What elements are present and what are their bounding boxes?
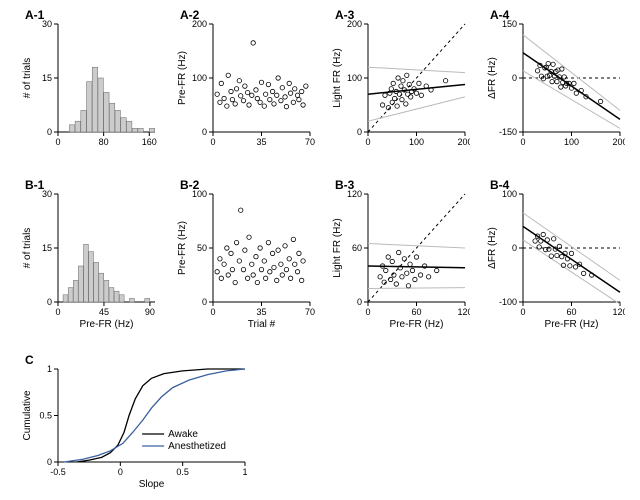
panel-B-3: B-3060120060120Pre-FR (Hz)Light FR (Hz) bbox=[330, 180, 470, 330]
svg-text:0.5: 0.5 bbox=[39, 411, 52, 421]
svg-text:0: 0 bbox=[357, 297, 362, 307]
svg-text:90: 90 bbox=[145, 307, 155, 317]
svg-text:# of trials: # of trials bbox=[22, 228, 33, 269]
svg-text:-0.5: -0.5 bbox=[50, 467, 66, 477]
svg-text:50: 50 bbox=[197, 243, 207, 253]
svg-text:ΔFR (Hz): ΔFR (Hz) bbox=[487, 227, 498, 269]
svg-text:0: 0 bbox=[210, 307, 215, 317]
svg-text:Light FR (Hz): Light FR (Hz) bbox=[332, 218, 343, 277]
svg-text:0: 0 bbox=[202, 297, 207, 307]
svg-text:Awake: Awake bbox=[168, 429, 198, 440]
svg-text:0: 0 bbox=[520, 307, 525, 317]
panel-B-2: B-203570050100Trial #Pre-FR (Hz) bbox=[175, 180, 315, 330]
svg-text:120: 120 bbox=[612, 307, 625, 317]
svg-text:0: 0 bbox=[512, 73, 517, 83]
svg-text:100: 100 bbox=[192, 73, 207, 83]
svg-text:35: 35 bbox=[256, 307, 266, 317]
svg-text:60: 60 bbox=[352, 243, 362, 253]
svg-text:0: 0 bbox=[55, 307, 60, 317]
svg-text:Pre-FR (Hz): Pre-FR (Hz) bbox=[80, 319, 134, 330]
svg-text:0: 0 bbox=[365, 137, 370, 147]
panel-title: B-2 bbox=[180, 178, 199, 192]
svg-text:ΔFR (Hz): ΔFR (Hz) bbox=[487, 57, 498, 99]
svg-text:-150: -150 bbox=[499, 127, 517, 137]
panel-title: B-1 bbox=[25, 178, 44, 192]
svg-text:-100: -100 bbox=[499, 297, 517, 307]
panel-title: C bbox=[25, 353, 34, 367]
panel-title: B-3 bbox=[335, 178, 354, 192]
panel-title: A-4 bbox=[490, 8, 509, 22]
svg-text:Light FR (Hz): Light FR (Hz) bbox=[332, 48, 343, 107]
svg-text:Pre-FR (Hz): Pre-FR (Hz) bbox=[390, 319, 444, 330]
svg-text:60: 60 bbox=[566, 307, 576, 317]
panel-title: A-2 bbox=[180, 8, 199, 22]
svg-text:1: 1 bbox=[47, 364, 52, 374]
svg-text:100: 100 bbox=[564, 137, 579, 147]
svg-text:160: 160 bbox=[142, 137, 157, 147]
svg-text:0: 0 bbox=[55, 137, 60, 147]
panel-A-1: A-108016001530# of trials bbox=[20, 10, 160, 160]
svg-text:70: 70 bbox=[305, 307, 315, 317]
panel-A-3: A-301002000100200Light FR (Hz) bbox=[330, 10, 470, 160]
svg-text:0: 0 bbox=[512, 243, 517, 253]
svg-text:Trial #: Trial # bbox=[248, 319, 276, 330]
svg-text:200: 200 bbox=[457, 137, 470, 147]
svg-text:0.5: 0.5 bbox=[176, 467, 189, 477]
svg-text:15: 15 bbox=[42, 243, 52, 253]
svg-text:35: 35 bbox=[256, 137, 266, 147]
svg-text:0: 0 bbox=[357, 127, 362, 137]
svg-text:100: 100 bbox=[347, 73, 362, 83]
panel-A-4: A-40100200-1500150ΔFR (Hz) bbox=[485, 10, 625, 160]
panel-title: B-4 bbox=[490, 178, 509, 192]
svg-text:Pre-FR (Hz): Pre-FR (Hz) bbox=[177, 51, 188, 105]
svg-text:Pre-FR (Hz): Pre-FR (Hz) bbox=[177, 221, 188, 275]
svg-text:0: 0 bbox=[47, 127, 52, 137]
svg-text:15: 15 bbox=[42, 73, 52, 83]
svg-text:0: 0 bbox=[118, 467, 123, 477]
svg-text:0: 0 bbox=[520, 137, 525, 147]
svg-text:70: 70 bbox=[305, 137, 315, 147]
panel-C: C-0.500.5100.51SlopeCumulativeAwakeAnest… bbox=[20, 355, 250, 490]
svg-text:Pre-FR (Hz): Pre-FR (Hz) bbox=[545, 319, 599, 330]
svg-text:1: 1 bbox=[242, 467, 247, 477]
svg-text:0: 0 bbox=[365, 307, 370, 317]
svg-text:Anesthetized: Anesthetized bbox=[168, 441, 226, 452]
svg-text:60: 60 bbox=[411, 307, 421, 317]
panel-A-2: A-2035700100200Pre-FR (Hz) bbox=[175, 10, 315, 160]
svg-text:# of trials: # of trials bbox=[22, 58, 33, 99]
panel-title: A-3 bbox=[335, 8, 354, 22]
svg-text:Cumulative: Cumulative bbox=[22, 390, 33, 440]
svg-text:45: 45 bbox=[99, 307, 109, 317]
svg-text:200: 200 bbox=[612, 137, 625, 147]
svg-text:0: 0 bbox=[47, 457, 52, 467]
panel-B-1: B-10459001530Pre-FR (Hz)# of trials bbox=[20, 180, 160, 330]
svg-text:0: 0 bbox=[202, 127, 207, 137]
svg-text:80: 80 bbox=[99, 137, 109, 147]
svg-text:Slope: Slope bbox=[139, 479, 165, 490]
svg-text:100: 100 bbox=[409, 137, 424, 147]
svg-text:0: 0 bbox=[210, 137, 215, 147]
panel-B-4: B-4060120-1000100Pre-FR (Hz)ΔFR (Hz) bbox=[485, 180, 625, 330]
svg-text:120: 120 bbox=[457, 307, 470, 317]
svg-text:0: 0 bbox=[47, 297, 52, 307]
panel-title: A-1 bbox=[25, 8, 44, 22]
